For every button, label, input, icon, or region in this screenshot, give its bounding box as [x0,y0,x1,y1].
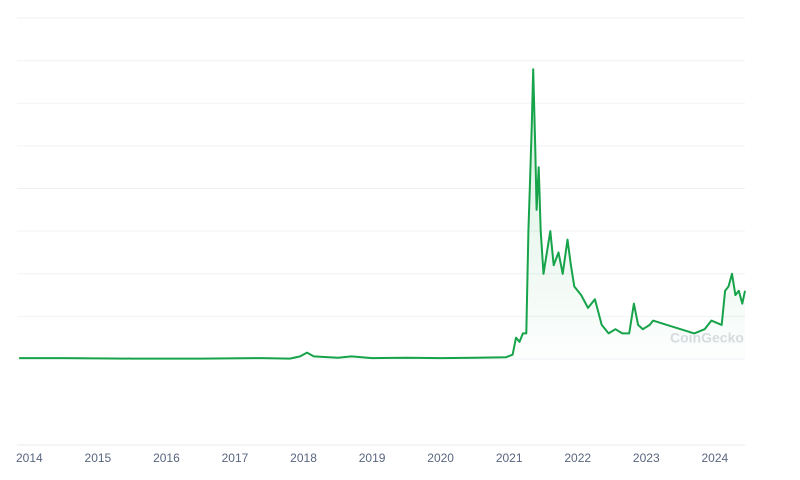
price-line [19,68,746,360]
x-tick-label: 2018 [290,451,317,465]
x-tick-label: 2021 [496,451,523,465]
x-tick-label: 2016 [153,451,180,465]
x-tick-label: 2022 [564,451,591,465]
x-tick-label: 2024 [701,451,728,465]
x-tick-label: 2023 [633,451,660,465]
x-tick-label: 2017 [222,451,249,465]
x-tick-label: 2019 [359,451,386,465]
x-tick-label: 2014 [16,451,43,465]
watermark: CoinGecko [670,330,744,346]
x-tick-label: 2015 [85,451,112,465]
x-tick-label: 2020 [427,451,454,465]
area [19,69,746,359]
